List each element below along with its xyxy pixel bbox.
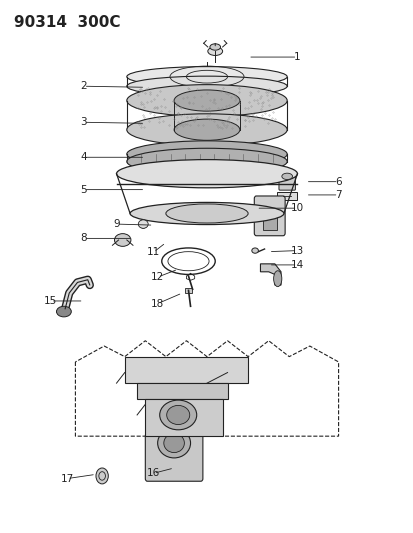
Polygon shape [260,264,280,285]
Ellipse shape [138,220,148,228]
Ellipse shape [157,428,190,458]
FancyBboxPatch shape [262,215,276,230]
Ellipse shape [116,159,297,188]
Text: 8: 8 [80,233,87,244]
Ellipse shape [273,271,281,287]
Ellipse shape [166,204,247,223]
Ellipse shape [207,47,222,55]
Text: 11: 11 [147,247,160,257]
FancyBboxPatch shape [276,192,297,200]
Text: 3: 3 [80,117,87,127]
Ellipse shape [164,433,184,453]
Polygon shape [145,399,223,436]
Polygon shape [137,383,227,399]
Ellipse shape [251,248,258,253]
Ellipse shape [126,67,287,87]
Polygon shape [124,357,247,383]
Ellipse shape [126,114,287,146]
Text: 4: 4 [80,152,87,162]
Ellipse shape [174,119,239,140]
Text: 13: 13 [290,246,304,256]
Ellipse shape [159,400,196,430]
Ellipse shape [126,148,287,175]
FancyBboxPatch shape [254,196,285,236]
Ellipse shape [281,173,292,180]
Text: 5: 5 [80,184,87,195]
Circle shape [96,468,108,484]
Ellipse shape [130,203,283,224]
FancyBboxPatch shape [278,175,295,190]
Text: 17: 17 [60,474,74,483]
Text: 14: 14 [290,260,304,270]
Ellipse shape [114,233,131,246]
Text: 2: 2 [80,81,87,91]
Text: 9: 9 [113,219,119,229]
Text: 7: 7 [335,190,341,200]
Text: 18: 18 [151,298,164,309]
Ellipse shape [56,306,71,317]
FancyBboxPatch shape [145,433,202,481]
Text: 16: 16 [147,469,160,478]
Text: 90314  300C: 90314 300C [14,14,120,30]
Ellipse shape [126,85,287,116]
Ellipse shape [209,44,220,50]
Text: 1: 1 [294,52,300,62]
Text: 10: 10 [290,203,303,213]
Ellipse shape [126,141,287,167]
FancyBboxPatch shape [185,288,191,293]
Ellipse shape [166,406,189,424]
Text: 15: 15 [44,296,57,306]
Text: 6: 6 [335,176,341,187]
Text: 12: 12 [151,272,164,282]
Ellipse shape [126,76,287,96]
Ellipse shape [174,90,239,111]
